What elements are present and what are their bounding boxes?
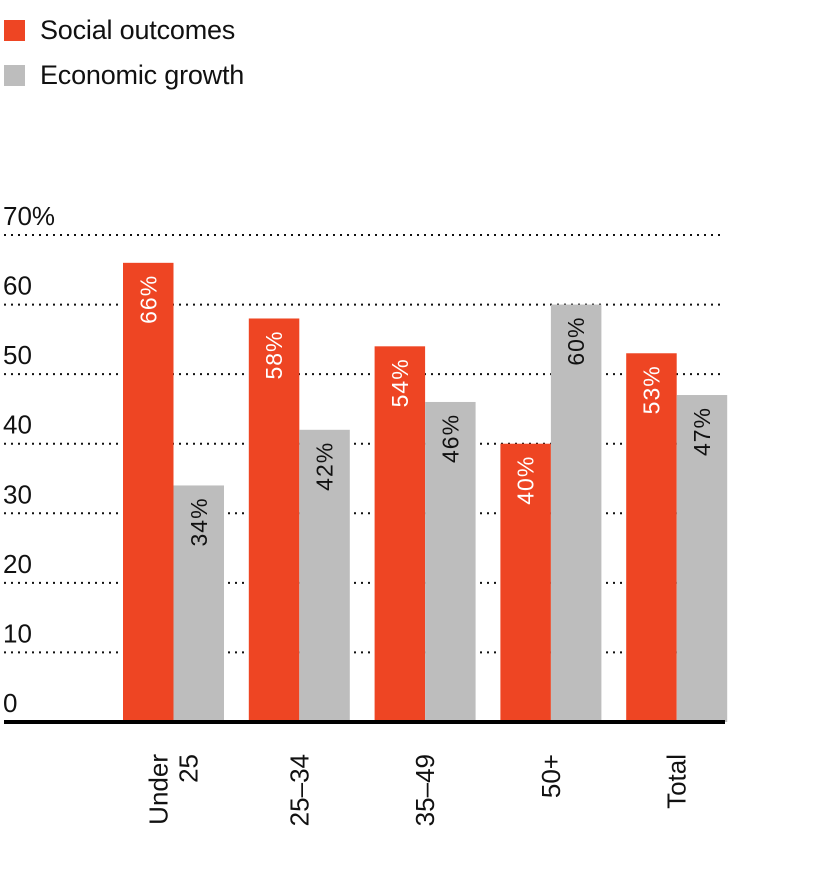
bar-value-label: 66% (135, 275, 161, 324)
y-tick-label: 70% (3, 201, 55, 231)
bar-social-outcomes (374, 346, 426, 722)
bar-economic-growth (173, 485, 224, 722)
bar-social-outcomes (248, 318, 300, 722)
bar-value-label: 60% (563, 317, 589, 366)
bar-value-label: 54% (387, 358, 413, 407)
bar-economic-growth (550, 304, 602, 722)
legend-label: Social outcomes (40, 15, 236, 45)
y-tick-label: 10 (3, 618, 32, 648)
bar-economic-growth (425, 401, 476, 722)
bar-value-label: 46% (437, 414, 463, 463)
x-category-label: Under (144, 754, 174, 825)
y-tick-label: 30 (3, 479, 32, 509)
bar-value-label: 42% (312, 442, 338, 491)
bar-social-outcomes (626, 353, 677, 722)
y-tick-label: 0 (3, 688, 17, 718)
bar-value-label: 40% (513, 456, 539, 505)
x-axis-categories: Under 25 25–34 35–49 50+ Total (144, 754, 692, 827)
legend-item-social-outcomes: Social outcomes (4, 8, 244, 53)
bar-value-label: 34% (186, 497, 212, 546)
bar-economic-growth (299, 429, 350, 722)
x-category-label: 35–49 (410, 754, 440, 826)
x-category-label: 25 (174, 754, 204, 783)
y-tick-label: 60 (3, 271, 32, 301)
y-tick-label: 40 (3, 410, 32, 440)
bar-social-outcomes (500, 443, 551, 722)
gridlines (4, 234, 725, 654)
x-category-label: 25–34 (284, 754, 314, 826)
y-tick-label: 50 (3, 340, 32, 370)
bars (123, 262, 728, 722)
x-category-label: Total (662, 754, 692, 809)
legend-label: Economic growth (40, 60, 245, 90)
chart-legend: Social outcomes Economic growth (4, 8, 244, 98)
x-category-label: 50+ (536, 754, 566, 798)
bar-value-label: 53% (638, 365, 664, 414)
y-tick-label: 20 (3, 549, 32, 579)
legend-swatch-economic-growth (4, 65, 25, 86)
legend-item-economic-growth: Economic growth (4, 53, 244, 98)
bar-value-label: 47% (689, 407, 715, 456)
legend-swatch-social-outcomes (4, 20, 25, 41)
y-axis-ticks: 0 10 20 30 40 50 60 70% (3, 201, 55, 718)
bar-social-outcomes (123, 262, 174, 722)
bar-value-label: 58% (261, 330, 287, 379)
bar-economic-growth (676, 395, 728, 722)
bar-labels: 66% 34% 58% 42% 54% 46% 40% 60% 53% 47% (135, 275, 715, 547)
